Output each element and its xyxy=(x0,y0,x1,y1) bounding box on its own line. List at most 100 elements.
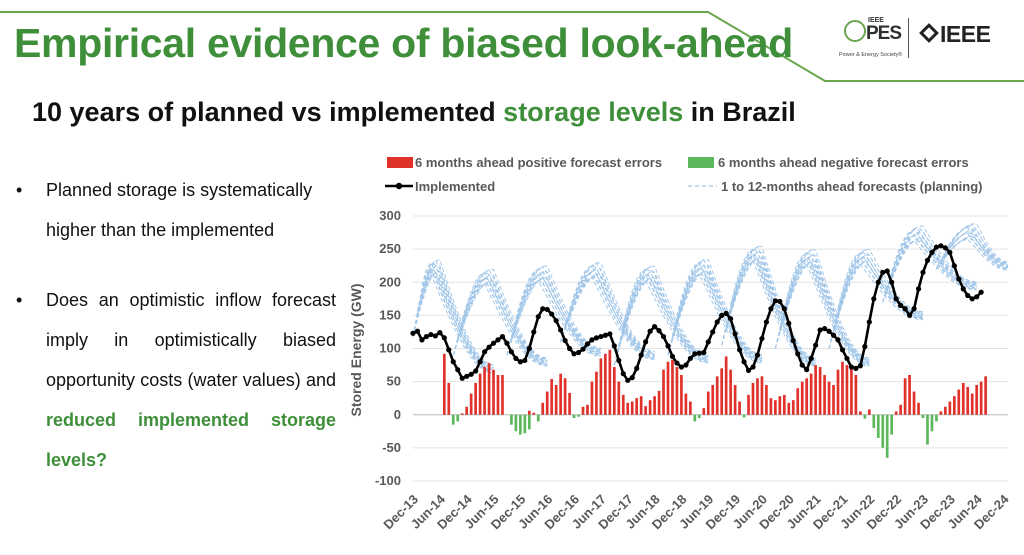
implemented-point xyxy=(920,269,926,275)
positive-error-bar xyxy=(836,369,840,415)
implemented-point xyxy=(777,298,783,305)
positive-error-bar xyxy=(630,401,634,415)
positive-error-bar xyxy=(563,378,567,415)
implemented-point xyxy=(414,328,421,334)
implemented-series xyxy=(410,243,984,383)
implemented-point xyxy=(459,375,465,381)
implemented-point xyxy=(419,337,425,343)
implemented-point xyxy=(866,319,872,325)
positive-error-bar xyxy=(948,401,952,415)
implemented-point xyxy=(947,249,953,256)
forecast-curve xyxy=(667,261,762,357)
implemented-point xyxy=(495,337,501,343)
implemented-point xyxy=(974,294,980,300)
bullet-1-text: Planned storage is systematically higher… xyxy=(46,180,313,240)
implemented-point xyxy=(830,332,837,338)
implemented-point xyxy=(620,371,626,377)
pes-logo-top: IEEE xyxy=(868,17,884,24)
subtitle-part-1: 10 years of planned vs implemented xyxy=(32,97,504,127)
positive-error-bar xyxy=(532,412,536,415)
implemented-point xyxy=(799,362,805,368)
implemented-point xyxy=(513,355,519,362)
y-tick-label: -100 xyxy=(375,473,401,488)
implemented-point xyxy=(942,245,948,251)
negative-error-bar xyxy=(527,414,531,430)
positive-error-bar xyxy=(908,375,911,415)
implemented-point xyxy=(736,347,743,353)
forecast-curve xyxy=(622,265,709,356)
positive-error-bar xyxy=(715,376,719,415)
negative-error-bar xyxy=(742,414,746,418)
positive-error-bar xyxy=(769,398,773,415)
implemented-point xyxy=(741,359,747,365)
bullet-2-text: Does an optimistic inflow forecast imply… xyxy=(46,290,336,390)
positive-error-bar xyxy=(903,378,907,415)
forecast-curve xyxy=(676,267,762,360)
forecast-curve xyxy=(783,257,870,363)
implemented-point xyxy=(571,351,577,357)
implemented-point xyxy=(481,349,488,355)
implemented-point xyxy=(754,352,761,358)
implemented-point xyxy=(535,314,541,320)
forecast-curve xyxy=(833,258,924,329)
implemented-point xyxy=(710,329,716,335)
positive-error-bar xyxy=(617,381,621,415)
positive-error-bar xyxy=(492,369,495,415)
implemented-point xyxy=(665,343,671,349)
implemented-point xyxy=(473,368,479,374)
implemented-point xyxy=(598,333,604,340)
positive-error-bar xyxy=(738,401,741,415)
legend-negative-label: 6 months ahead negative forecast errors xyxy=(718,155,969,170)
forecast-curve xyxy=(412,270,494,372)
implemented-point xyxy=(723,310,729,316)
subtitle-highlight: storage levels xyxy=(503,97,684,127)
implemented-point xyxy=(978,289,984,295)
positive-error-bar xyxy=(639,396,643,415)
y-tick-label: 0 xyxy=(394,407,401,422)
implemented-point xyxy=(786,320,792,326)
positive-error-bar xyxy=(859,411,862,415)
forecast-curve xyxy=(672,264,762,359)
forecast-curve xyxy=(779,257,870,364)
positive-error-bar xyxy=(706,391,710,415)
positive-error-bar xyxy=(939,411,943,415)
forecast-curve xyxy=(882,232,977,303)
implemented-point xyxy=(593,335,600,341)
negative-error-bar xyxy=(693,414,697,422)
forecast-curve xyxy=(891,225,977,283)
positive-error-bar xyxy=(626,402,630,415)
forecast-curve xyxy=(725,259,816,366)
implemented-point xyxy=(969,296,975,302)
implemented-point xyxy=(464,373,470,379)
y-tick-label: -50 xyxy=(382,440,401,455)
negative-error-bar xyxy=(697,414,701,419)
forecast-curve xyxy=(940,232,1009,268)
positive-error-bar xyxy=(827,381,831,415)
forecast-curve xyxy=(833,249,924,331)
negative-error-bar xyxy=(872,414,876,428)
implemented-point xyxy=(544,306,550,313)
implemented-point xyxy=(965,292,971,299)
positive-error-bar xyxy=(469,393,473,415)
y-tick-label: 250 xyxy=(379,241,401,256)
implemented-point xyxy=(795,351,801,357)
implemented-point xyxy=(692,351,698,357)
forecast-curve xyxy=(613,268,709,366)
implemented-point xyxy=(933,244,940,250)
forecast-curve xyxy=(457,269,548,360)
positive-error-bar xyxy=(961,382,965,415)
positive-error-bar xyxy=(474,382,477,415)
implemented-point xyxy=(813,342,819,348)
positive-error-bar xyxy=(666,361,670,415)
positive-error-bar xyxy=(899,404,902,415)
y-tick-label: 300 xyxy=(379,208,401,223)
implemented-point xyxy=(437,330,443,336)
implemented-point xyxy=(625,377,631,383)
positive-error-bar xyxy=(644,406,647,415)
implemented-point xyxy=(634,365,640,371)
forecast-curve xyxy=(779,249,870,360)
implemented-point xyxy=(880,269,886,275)
implemented-point xyxy=(531,329,537,335)
positive-error-bar xyxy=(814,365,817,415)
legend-positive-label: 6 months ahead positive forecast errors xyxy=(415,155,662,170)
